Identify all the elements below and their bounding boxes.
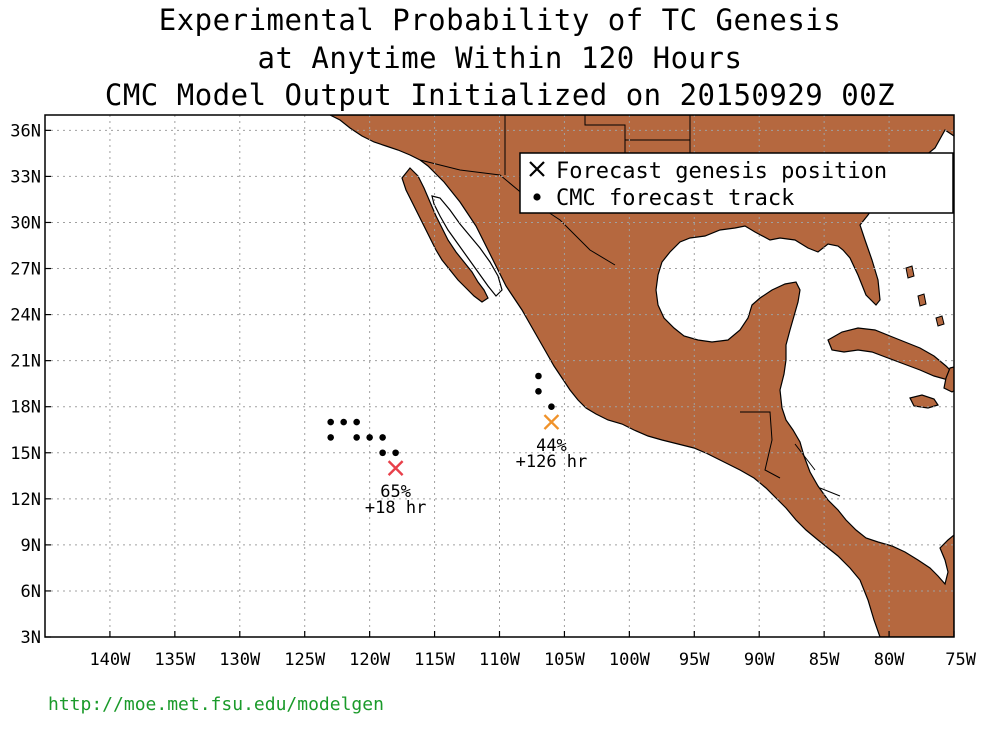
footer-url: http://moe.met.fsu.edu/modelgen — [48, 694, 384, 715]
lat-tick-label: 9N — [21, 536, 41, 556]
title-line-2: at Anytime Within 120 Hours — [257, 41, 743, 75]
lon-tick-label: 130W — [219, 650, 261, 670]
gulf-of-california — [431, 195, 503, 297]
legend-track-label: CMC forecast track — [556, 186, 794, 211]
lon-tick-label: 100W — [609, 650, 651, 670]
lon-tick-label: 90W — [744, 650, 775, 670]
forecast-systems: 65%+18 hr 44%+126 hr — [327, 372, 588, 518]
north-america-landmass — [329, 115, 954, 637]
legend-x-icon — [529, 161, 545, 177]
track-point — [379, 449, 386, 457]
lon-tick-label: 140W — [89, 650, 131, 670]
lat-tick-label: 12N — [10, 490, 41, 510]
lat-tick-label: 36N — [10, 121, 41, 141]
genesis-probability-label: 65% — [380, 482, 411, 502]
lat-tick-label: 27N — [10, 260, 41, 280]
lat-tick-label: 21N — [10, 352, 41, 372]
track-point — [392, 449, 399, 457]
lon-tick-label: 120W — [349, 650, 391, 670]
lat-tick-label: 30N — [10, 213, 41, 233]
genesis-probability-label: 44% — [536, 436, 567, 456]
genesis-time-label: +126 hr — [516, 452, 588, 472]
legend-box — [519, 152, 954, 214]
lat-tick-label: 6N — [21, 582, 41, 602]
genesis-position-marker — [387, 460, 404, 476]
title-line-3: CMC Model Output Initialized on 20150929… — [104, 78, 896, 112]
track-point — [327, 434, 334, 441]
latitude-tick-labels: 36N 33N 30N 27N 24N 21N 18N 15N 12N 9N 6N 3N — [10, 121, 51, 648]
jamaica — [909, 394, 939, 409]
track-point — [379, 434, 386, 441]
track-point — [535, 388, 542, 395]
genesis-time-label: +18 hr — [365, 498, 426, 518]
lat-tick-label: 3N — [21, 628, 41, 648]
forecast-system: 44%+126 hr — [516, 372, 588, 472]
forecast-system: 65%+18 hr — [327, 418, 426, 518]
lon-tick-label: 115W — [414, 650, 456, 670]
track-point — [548, 403, 555, 411]
legend: Forecast genesis position CMC forecast t… — [519, 152, 954, 214]
genesis-position-marker — [543, 414, 560, 430]
lat-tick-label: 15N — [10, 444, 41, 464]
track-point — [353, 434, 360, 441]
bahamas — [905, 265, 945, 327]
lon-tick-label: 135W — [154, 650, 196, 670]
track-point — [340, 418, 347, 426]
lon-tick-label: 95W — [679, 650, 710, 670]
track-point — [535, 372, 542, 380]
lon-tick-label: 85W — [809, 650, 840, 670]
lon-tick-label: 125W — [284, 650, 326, 670]
legend-genesis-label: Forecast genesis position — [556, 159, 887, 184]
lon-tick-label: 110W — [479, 650, 521, 670]
lat-tick-label: 33N — [10, 167, 41, 187]
lon-tick-label: 105W — [544, 650, 586, 670]
legend-dot-icon — [533, 193, 541, 201]
lon-tick-label: 80W — [874, 650, 905, 670]
longitude-tick-labels: 140W 135W 130W 125W 120W 115W 110W 105W 100W 95W 9… — [89, 631, 977, 670]
lon-tick-label: 75W — [945, 650, 976, 670]
track-point — [327, 418, 334, 426]
hispaniola — [943, 366, 954, 393]
title-line-1: Experimental Probability of TC Genesis — [158, 3, 842, 37]
lat-tick-label: 18N — [10, 398, 41, 418]
track-point — [366, 434, 373, 441]
track-point — [353, 418, 360, 426]
lat-tick-label: 24N — [10, 306, 41, 326]
